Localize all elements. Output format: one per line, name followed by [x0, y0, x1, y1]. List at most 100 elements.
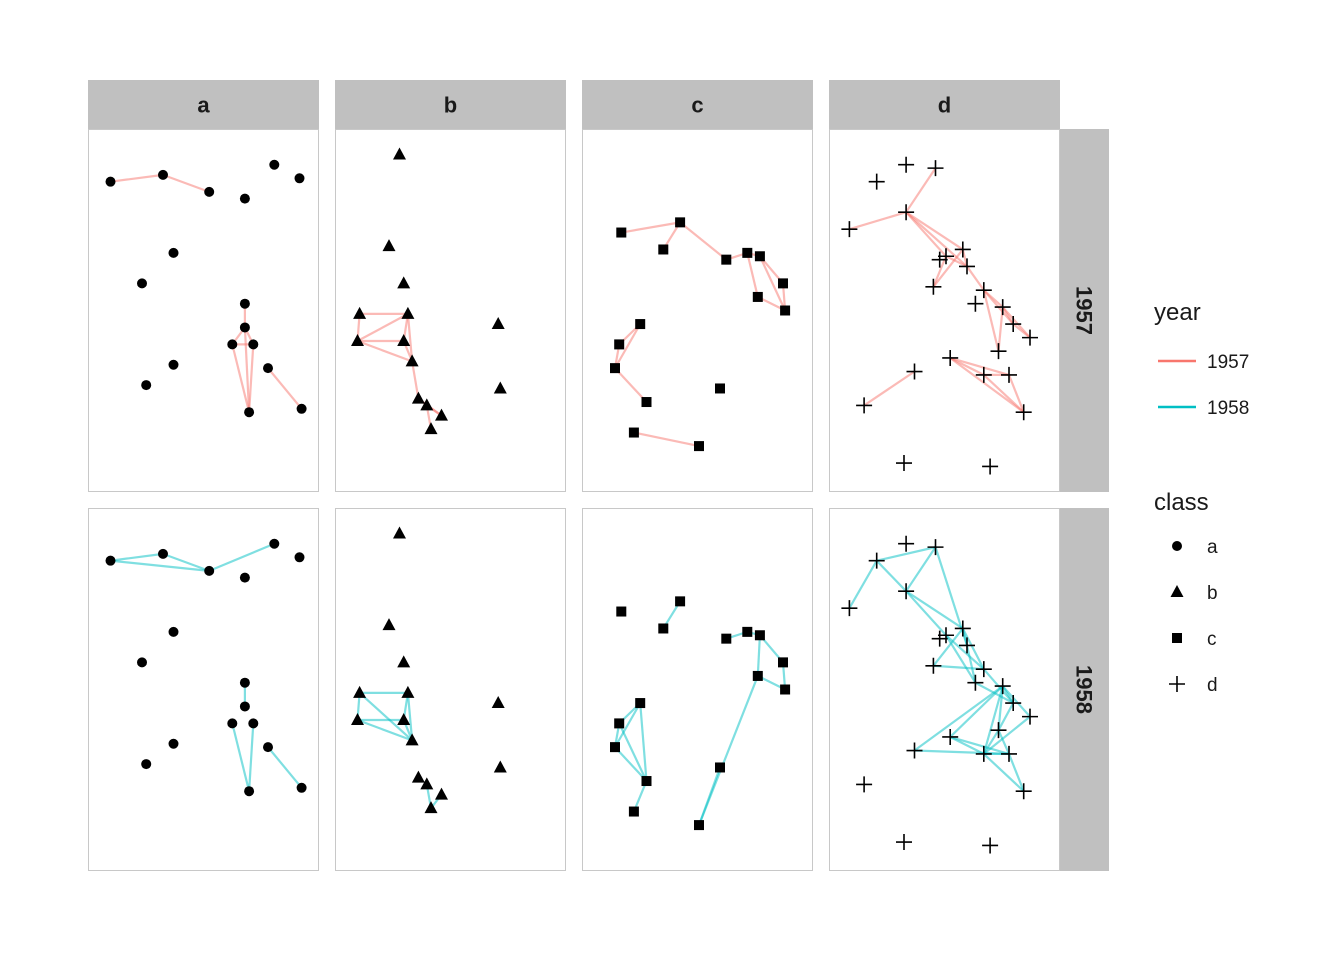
node-point — [931, 630, 948, 647]
node-point — [401, 306, 415, 319]
node-point — [658, 623, 669, 634]
node-point — [424, 422, 438, 435]
node-point — [616, 606, 627, 617]
node-point — [401, 685, 415, 698]
node-point — [967, 674, 984, 691]
node-point — [778, 657, 788, 668]
panel-border — [582, 129, 813, 492]
node-point — [137, 278, 147, 289]
edge — [110, 559, 210, 572]
edge — [1007, 374, 1025, 413]
node-point — [435, 787, 448, 800]
edge — [949, 735, 1010, 755]
edge — [248, 344, 255, 413]
node-point — [694, 441, 704, 452]
node-point — [239, 701, 250, 712]
edge — [863, 370, 916, 407]
edge — [997, 729, 1011, 755]
edge — [621, 221, 681, 234]
edge — [982, 289, 1000, 352]
edge — [945, 634, 977, 684]
node-point — [780, 305, 791, 316]
node-point — [675, 596, 686, 607]
panel-a-1957 — [88, 129, 319, 492]
node-point — [239, 572, 250, 583]
node-point — [294, 173, 305, 184]
panel-border — [88, 129, 319, 492]
node-point — [296, 782, 307, 793]
node-point — [896, 834, 912, 851]
panel-c-1958 — [582, 508, 813, 871]
node-point — [137, 657, 147, 668]
node-point — [898, 535, 915, 552]
node-point — [204, 565, 215, 576]
node-point — [105, 176, 116, 187]
edge — [932, 255, 948, 288]
node-point — [1005, 316, 1022, 333]
facet-strip-d — [829, 80, 1060, 129]
edge — [633, 431, 700, 448]
panel-border — [335, 129, 566, 492]
node-point — [975, 661, 992, 678]
node-point — [269, 159, 280, 170]
edge — [997, 702, 1015, 731]
node-point — [610, 363, 620, 374]
edge — [949, 735, 985, 755]
node-point — [239, 322, 250, 333]
node-point — [1001, 745, 1017, 762]
legend-key-class-b — [1170, 585, 1184, 597]
node-point — [263, 742, 273, 753]
node-point — [158, 548, 168, 559]
node-point — [411, 770, 425, 783]
node-point — [780, 684, 791, 695]
node-point — [397, 334, 411, 347]
panel-border — [582, 508, 813, 871]
node-point — [382, 618, 396, 631]
node-point — [868, 173, 885, 190]
node-point — [898, 156, 915, 173]
edge — [162, 173, 210, 193]
edge — [1007, 753, 1025, 792]
node-point — [641, 397, 652, 408]
edge — [949, 685, 1004, 738]
edge — [618, 722, 648, 782]
node-point — [982, 837, 999, 854]
node-point — [269, 538, 280, 549]
edge — [267, 367, 303, 410]
node-point — [925, 657, 942, 674]
node-point — [927, 160, 944, 177]
legend-key-class-d — [1169, 676, 1185, 692]
node-point — [896, 455, 912, 472]
node-point — [263, 363, 273, 374]
edge — [614, 702, 642, 748]
node-point — [382, 239, 396, 252]
panel-border — [829, 129, 1060, 492]
node-point — [227, 718, 238, 729]
node-point — [975, 366, 992, 383]
edge — [406, 313, 414, 362]
edge — [932, 627, 964, 667]
node-point — [294, 552, 305, 563]
node-point — [856, 397, 873, 414]
legend-title-year: year — [1154, 299, 1201, 326]
node-point — [141, 380, 152, 391]
node-point — [411, 391, 425, 404]
node-point — [239, 193, 250, 204]
edge — [1001, 685, 1031, 718]
node-point — [715, 762, 725, 773]
panel-c-1957 — [582, 129, 813, 492]
facet-strip-1957 — [1060, 129, 1109, 492]
node-point — [641, 776, 652, 787]
node-point — [742, 247, 753, 258]
node-point — [715, 383, 725, 394]
node-point — [994, 299, 1011, 316]
node-point — [721, 254, 732, 265]
node-point — [752, 670, 763, 681]
edge — [982, 685, 1004, 755]
edge — [746, 252, 759, 298]
node-point — [405, 354, 419, 367]
node-point — [868, 552, 885, 569]
node-point — [754, 251, 765, 262]
edge — [406, 692, 414, 741]
